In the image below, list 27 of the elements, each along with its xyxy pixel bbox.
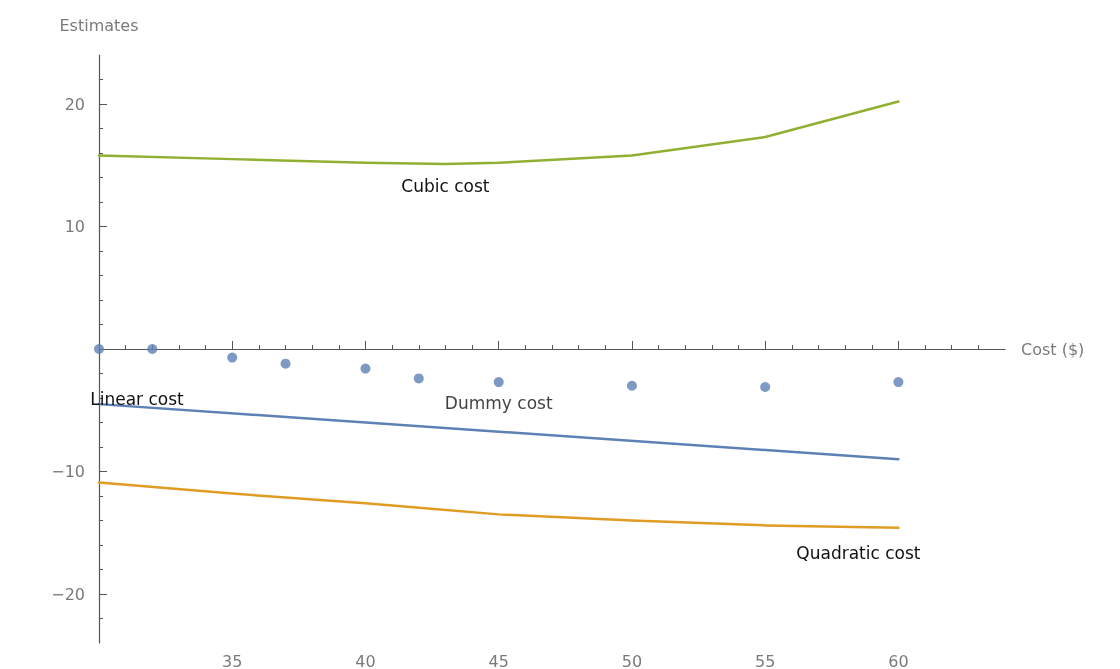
- point: [626, 380, 637, 391]
- point: [893, 377, 904, 388]
- point: [227, 352, 238, 363]
- y-tick-label: −20: [51, 584, 85, 604]
- point: [94, 344, 104, 354]
- point: [760, 381, 771, 392]
- y-tick-label: 20: [64, 94, 85, 114]
- series-label: Cubic cost: [401, 175, 490, 196]
- series-label: Quadratic cost: [796, 543, 921, 564]
- point: [493, 377, 504, 388]
- x-tick-label: 55: [755, 651, 776, 669]
- x-tick-label: 40: [355, 651, 376, 669]
- line-series: [97, 100, 900, 166]
- y-axis-title: Estimates: [59, 15, 139, 35]
- line-series: [97, 481, 900, 530]
- x-tick-label: 45: [488, 651, 509, 669]
- x-tick-label: 35: [222, 651, 243, 669]
- point: [147, 344, 158, 354]
- x-tick-label: 60: [888, 651, 909, 669]
- x-axis-title: Cost ($): [1021, 339, 1085, 359]
- point: [280, 358, 291, 369]
- point: [360, 363, 371, 374]
- x-tick-label: 50: [621, 651, 643, 669]
- y-tick-label: 10: [64, 217, 85, 236]
- point: [413, 373, 424, 384]
- y-tick-label: −10: [51, 462, 85, 481]
- series-label: Dummy cost: [444, 392, 553, 413]
